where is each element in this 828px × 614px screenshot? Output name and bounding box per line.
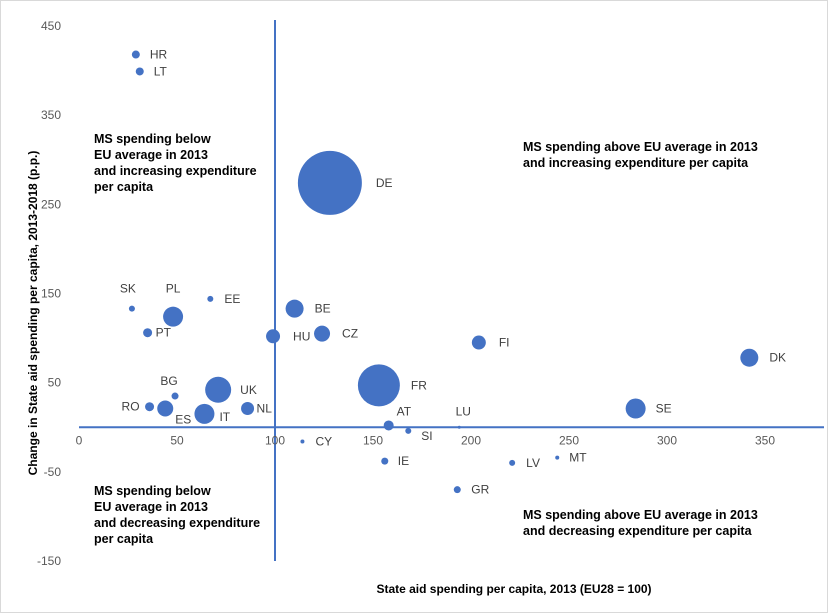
point-label-lt: LT xyxy=(154,64,168,78)
point-label-be: BE xyxy=(315,302,331,316)
point-label-es: ES xyxy=(175,413,191,427)
point-fr xyxy=(357,364,400,407)
point-label-hu: HU xyxy=(293,329,310,343)
point-cy xyxy=(300,439,305,444)
point-cz xyxy=(314,325,331,342)
point-nl xyxy=(241,402,255,416)
point-label-ie: IE xyxy=(398,454,409,468)
point-it xyxy=(194,403,215,424)
quadrant-annotations: MS spending below EU average in 2013 and i… xyxy=(94,132,758,546)
x-tick-label: 100 xyxy=(265,433,285,447)
x-tick-label: 200 xyxy=(461,433,481,447)
y-tick-label: -150 xyxy=(37,554,61,568)
point-label-nl: NL xyxy=(257,402,273,416)
point-label-se: SE xyxy=(656,402,672,416)
x-tick-label: 300 xyxy=(657,433,677,447)
y-tick-label: 50 xyxy=(48,376,62,390)
point-ro xyxy=(145,402,155,412)
point-hr xyxy=(131,50,140,59)
point-label-uk: UK xyxy=(240,383,257,397)
point-label-pt: PT xyxy=(156,326,172,340)
point-fi xyxy=(471,335,486,350)
point-uk xyxy=(205,376,232,403)
point-be xyxy=(285,299,304,318)
x-axis-title: State aid spending per capita, 2013 (EU2… xyxy=(376,582,651,596)
tick-labels: -150 -50 50 150 250 350 450 0 50 100 150 200 250 300 3… xyxy=(37,19,775,568)
y-tick-label: 350 xyxy=(41,108,61,122)
point-label-dk: DK xyxy=(769,351,786,365)
point-label-it: IT xyxy=(219,410,230,424)
point-label-cy: CY xyxy=(315,435,332,449)
y-tick-label: 450 xyxy=(41,19,61,33)
point-label-fr: FR xyxy=(411,378,427,392)
x-tick-label: 250 xyxy=(559,433,579,447)
point-label-de: DE xyxy=(376,176,393,190)
point-label-gr: GR xyxy=(471,483,489,497)
point-lu xyxy=(457,425,461,429)
point-mt xyxy=(555,455,560,460)
point-gr xyxy=(453,486,461,494)
point-label-pl: PL xyxy=(166,282,181,296)
y-tick-label: 150 xyxy=(41,287,61,301)
point-lt xyxy=(135,67,144,76)
x-tick-label: 0 xyxy=(76,433,83,447)
point-at xyxy=(383,420,394,431)
point-label-mt: MT xyxy=(569,451,587,465)
y-tick-label: -50 xyxy=(44,465,62,479)
point-ie xyxy=(381,457,389,465)
point-ee xyxy=(207,295,214,302)
point-de xyxy=(297,150,362,215)
point-label-si: SI xyxy=(421,429,432,443)
x-tick-label: 50 xyxy=(170,433,184,447)
data-points xyxy=(128,50,759,494)
point-labels: HR LT DE SK PL EE PT BE HU CZ FI DK BG UK FR RO ES IT NL SE… xyxy=(120,48,786,497)
point-label-bg: BG xyxy=(160,374,177,388)
annotation-top-right: MS spending above EU average in 2013 and … xyxy=(523,140,758,170)
point-sk xyxy=(128,305,135,312)
point-label-lv: LV xyxy=(526,456,540,470)
point-hu xyxy=(266,329,281,344)
point-label-cz: CZ xyxy=(342,327,358,341)
point-pt xyxy=(143,328,153,338)
annotation-top-left: MS spending below EU average in 2013 and i… xyxy=(94,132,257,194)
y-axis-title: Change in State aid spending per capita,… xyxy=(26,151,40,476)
point-si xyxy=(405,427,412,434)
point-dk xyxy=(740,348,759,367)
point-lv xyxy=(509,459,516,466)
x-tick-label: 350 xyxy=(755,433,775,447)
point-es xyxy=(157,400,174,417)
axes xyxy=(79,20,824,561)
point-label-at: AT xyxy=(397,404,412,418)
annotation-bottom-right: MS spending above EU average in 2013 and … xyxy=(523,508,758,538)
point-bg xyxy=(171,392,179,400)
point-label-ee: EE xyxy=(224,292,240,306)
point-label-ro: RO xyxy=(122,400,140,414)
point-se xyxy=(625,398,646,419)
point-label-sk: SK xyxy=(120,282,136,296)
y-tick-label: 250 xyxy=(41,197,61,211)
annotation-bottom-left: MS spending below EU average in 2013 and d… xyxy=(94,484,260,546)
x-tick-label: 150 xyxy=(363,433,383,447)
point-label-fi: FI xyxy=(499,336,510,350)
point-pl xyxy=(163,306,184,327)
point-label-hr: HR xyxy=(150,48,168,62)
point-label-lu: LU xyxy=(456,404,471,418)
